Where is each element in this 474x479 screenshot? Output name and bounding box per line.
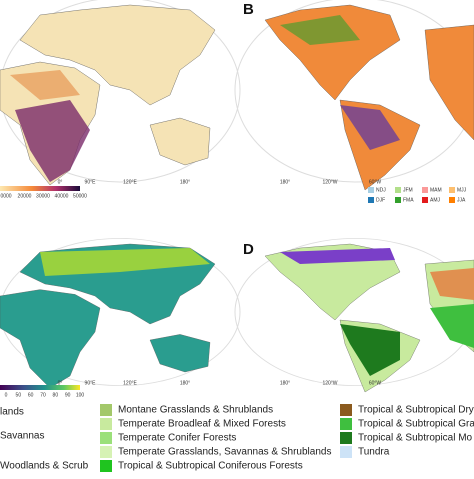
legend-swatch: [395, 187, 401, 193]
colorbar-tick: 30000: [36, 193, 50, 199]
axis-label: 120°W: [322, 380, 337, 386]
legend-label: Tropical & Subtropical Gra: [358, 419, 474, 430]
legend-swatch: [422, 197, 428, 203]
legend-swatch: [100, 432, 112, 444]
legend-label: Temperate Conifer Forests: [118, 433, 236, 444]
colorbar-tick: 100: [76, 392, 85, 398]
axis-label: 60°W: [369, 179, 382, 185]
panel-label: D: [243, 241, 254, 258]
legend-swatch: [449, 187, 455, 193]
legend-swatch: [368, 197, 374, 203]
axis-label: 60°W: [369, 380, 382, 386]
colorbar-tick: 40000: [55, 193, 69, 199]
axis-label: 90°E: [85, 179, 97, 185]
colorbar-tick: 0: [5, 392, 8, 398]
axis-label: 180°: [280, 179, 290, 185]
colorbar-tick: 70: [40, 392, 46, 398]
legend-swatch: [100, 446, 112, 458]
legend-swatch: [340, 432, 352, 444]
legend-swatch: [340, 446, 352, 458]
legend-label: Woodlands & Scrub: [0, 461, 89, 472]
legend-label: Tropical & Subtropical Mo: [358, 433, 473, 444]
axis-label: 180°: [280, 380, 290, 386]
legend-label: DJF: [376, 197, 385, 203]
legend-swatch: [100, 418, 112, 430]
axis-label: 0°: [58, 380, 63, 386]
axis-label: 0°: [58, 179, 63, 185]
legend-label: NDJ: [376, 187, 386, 193]
colorbar-tick: 80: [53, 392, 59, 398]
legend-label: Tropical & Subtropical Coniferous Forest…: [118, 461, 303, 472]
legend-label: lands: [0, 407, 24, 418]
axis-label: 180°: [180, 179, 190, 185]
legend-label: Montane Grasslands & Shrublands: [118, 405, 273, 416]
legend-label: MJJ: [457, 187, 467, 193]
axis-label: 120°E: [123, 380, 137, 386]
legend-label: MAM: [430, 187, 442, 193]
colorbar: [0, 186, 80, 191]
panel-label: B: [243, 1, 254, 18]
colorbar-tick: 50000: [73, 193, 87, 199]
panel-a-map: [0, 0, 241, 186]
legend-label: Temperate Broadleaf & Mixed Forests: [118, 419, 286, 430]
panel-b-map: [234, 0, 474, 191]
legend-label: Savannas: [0, 431, 44, 442]
legend-label: Tundra: [358, 447, 390, 458]
legend-swatch: [340, 404, 352, 416]
colorbar: [0, 385, 80, 390]
legend-swatch: [422, 187, 428, 193]
legend-label: Temperate Grasslands, Savannas & Shrubla…: [118, 447, 331, 458]
colorbar-tick: 60: [28, 392, 34, 398]
colorbar-tick: 50: [16, 392, 22, 398]
colorbar-tick: 0000: [0, 193, 11, 199]
axis-label: 90°E: [85, 380, 97, 386]
legend-swatch: [368, 187, 374, 193]
legend-label: JJA: [457, 197, 466, 203]
colorbar-tick: 20000: [18, 193, 32, 199]
legend-swatch: [100, 404, 112, 416]
axis-label: 180°: [180, 380, 190, 386]
legend-label: AMJ: [430, 197, 441, 203]
panel-c-map: [0, 237, 241, 389]
legend-swatch: [395, 197, 401, 203]
legend-swatch: [100, 460, 112, 472]
panel-d-map: [234, 237, 474, 393]
legend-label: JFM: [403, 187, 413, 193]
colorbar-tick: 90: [65, 392, 71, 398]
axis-label: 120°E: [123, 179, 137, 185]
axis-label: 120°W: [322, 179, 337, 185]
legend-label: Tropical & Subtropical Dry: [358, 405, 474, 416]
legend-swatch: [340, 418, 352, 430]
legend-label: FMA: [403, 197, 414, 203]
legend-swatch: [449, 197, 455, 203]
